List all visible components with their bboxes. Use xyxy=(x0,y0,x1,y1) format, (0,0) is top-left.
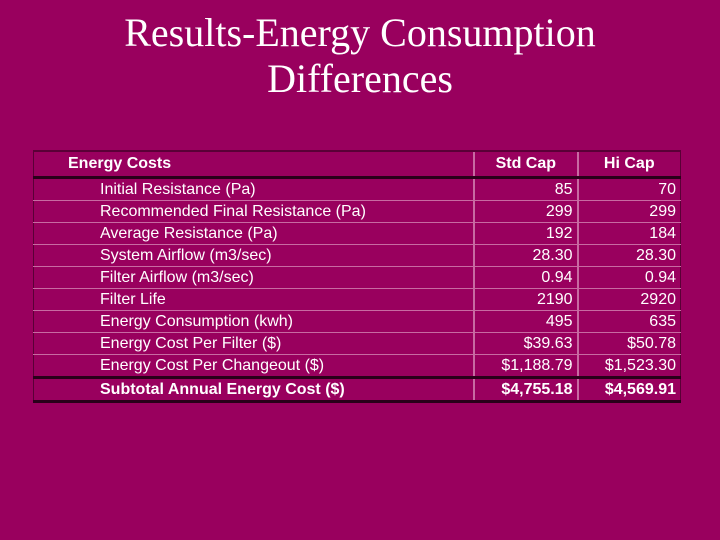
std-cap-value: 299 xyxy=(473,200,578,223)
hi-cap-value: 28.30 xyxy=(576,244,681,267)
subtotal-hi-cap-value: $4,569.91 xyxy=(576,376,681,403)
std-cap-value: 192 xyxy=(473,222,578,245)
table-row-subtotal: Subtotal Annual Energy Cost ($) $4,755.1… xyxy=(33,376,681,403)
slide-title: Results-Energy Consumption Differences xyxy=(0,10,720,102)
hi-cap-value: 299 xyxy=(576,200,681,223)
hi-cap-value: $1,523.30 xyxy=(576,354,681,378)
table-row: System Airflow (m3/sec) 28.30 28.30 xyxy=(33,244,681,267)
table-row: Average Resistance (Pa) 192 184 xyxy=(33,222,681,245)
subtotal-std-cap-value: $4,755.18 xyxy=(473,376,578,403)
std-cap-value: 28.30 xyxy=(473,244,578,267)
row-label: Energy Cost Per Filter ($) xyxy=(33,332,475,355)
table-row: Energy Cost Per Filter ($) $39.63 $50.78 xyxy=(33,332,681,355)
hi-cap-value: $50.78 xyxy=(576,332,681,355)
std-cap-value: $1,188.79 xyxy=(473,354,578,378)
std-cap-value: 2190 xyxy=(473,288,578,311)
std-cap-value: 495 xyxy=(473,310,578,333)
table-header-row: Energy Costs Std Cap Hi Cap xyxy=(33,150,681,179)
header-hi-cap: Hi Cap xyxy=(576,150,681,179)
row-label: Initial Resistance (Pa) xyxy=(33,177,475,201)
table-row: Filter Airflow (m3/sec) 0.94 0.94 xyxy=(33,266,681,289)
row-label: Recommended Final Resistance (Pa) xyxy=(33,200,475,223)
energy-costs-table-container: Energy Costs Std Cap Hi Cap Initial Resi… xyxy=(33,150,683,403)
subtotal-label: Subtotal Annual Energy Cost ($) xyxy=(33,376,475,403)
row-label: Average Resistance (Pa) xyxy=(33,222,475,245)
hi-cap-value: 2920 xyxy=(576,288,681,311)
row-label: Energy Cost Per Changeout ($) xyxy=(33,354,475,378)
hi-cap-value: 70 xyxy=(576,177,681,201)
table-row: Energy Cost Per Changeout ($) $1,188.79 … xyxy=(33,354,681,378)
std-cap-value: 85 xyxy=(473,177,578,201)
table-row: Energy Consumption (kwh) 495 635 xyxy=(33,310,681,333)
slide-title-line-2: Differences xyxy=(267,56,453,101)
row-label: Energy Consumption (kwh) xyxy=(33,310,475,333)
table-row: Recommended Final Resistance (Pa) 299 29… xyxy=(33,200,681,223)
row-label: Filter Life xyxy=(33,288,475,311)
table-row: Initial Resistance (Pa) 85 70 xyxy=(33,177,681,201)
header-energy-costs: Energy Costs xyxy=(33,150,475,179)
row-label: System Airflow (m3/sec) xyxy=(33,244,475,267)
header-std-cap: Std Cap xyxy=(473,150,578,179)
table-row: Filter Life 2190 2920 xyxy=(33,288,681,311)
hi-cap-value: 184 xyxy=(576,222,681,245)
hi-cap-value: 0.94 xyxy=(576,266,681,289)
hi-cap-value: 635 xyxy=(576,310,681,333)
row-label: Filter Airflow (m3/sec) xyxy=(33,266,475,289)
std-cap-value: $39.63 xyxy=(473,332,578,355)
energy-costs-table: Energy Costs Std Cap Hi Cap Initial Resi… xyxy=(33,150,681,403)
std-cap-value: 0.94 xyxy=(473,266,578,289)
slide-title-line-1: Results-Energy Consumption xyxy=(124,10,596,55)
